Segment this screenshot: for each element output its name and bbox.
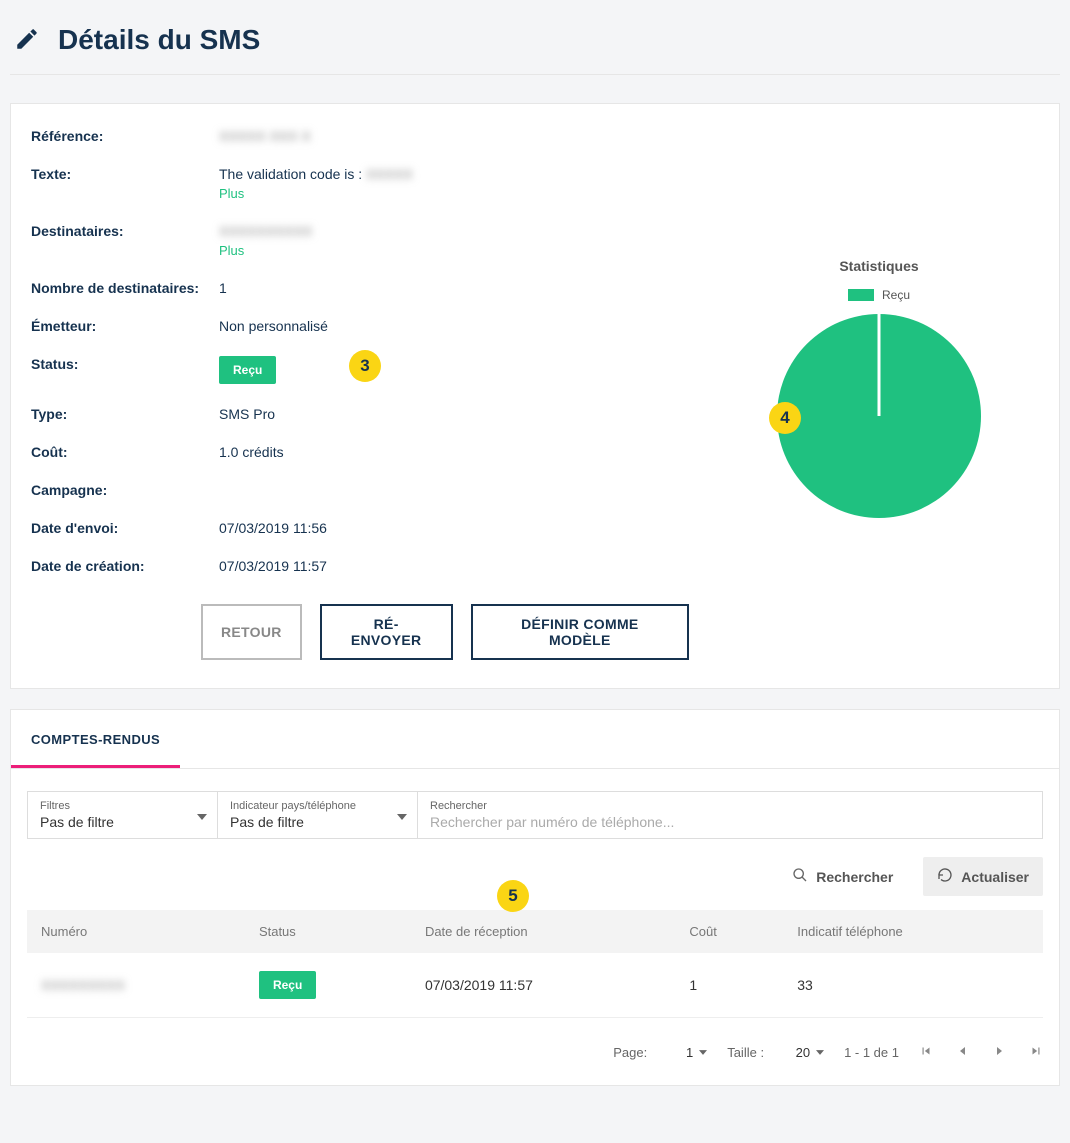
label-cout: Coût: bbox=[31, 444, 219, 460]
chevron-down-icon bbox=[699, 1050, 707, 1055]
cell-indicatif: 33 bbox=[783, 953, 1043, 1018]
stats-title: Statistiques bbox=[719, 258, 1039, 274]
label-status: Status: bbox=[31, 356, 219, 372]
annotation-4: 4 bbox=[769, 402, 801, 434]
status-badge: Reçu bbox=[219, 356, 276, 384]
dest-more-link[interactable]: Plus bbox=[219, 243, 312, 258]
chevron-down-icon bbox=[816, 1050, 824, 1055]
filter-filtres[interactable]: Filtres Pas de filtre bbox=[28, 792, 218, 838]
page-prev-icon[interactable] bbox=[957, 1045, 969, 1060]
label-destinataires: Destinataires: bbox=[31, 223, 219, 239]
reenvoyer-button[interactable]: RÉ-ENVOYER bbox=[320, 604, 453, 660]
search-icon bbox=[792, 867, 808, 886]
value-creation: 07/03/2019 11:57 bbox=[219, 558, 327, 574]
value-envoi: 07/03/2019 11:56 bbox=[219, 520, 327, 536]
page-label: Page: bbox=[613, 1045, 647, 1060]
range-label: 1 - 1 de 1 bbox=[844, 1045, 899, 1060]
filters-row: Filtres Pas de filtre Indicateur pays/té… bbox=[27, 791, 1043, 839]
value-destinataires: XXXXXXXXXX Plus bbox=[219, 223, 312, 258]
retour-button[interactable]: RETOUR bbox=[201, 604, 302, 660]
cell-cout: 1 bbox=[675, 953, 783, 1018]
label-envoi: Date d'envoi: bbox=[31, 520, 219, 536]
page-select[interactable]: 1 bbox=[667, 1045, 707, 1060]
size-select[interactable]: 20 bbox=[784, 1045, 824, 1060]
value-nbdest: 1 bbox=[219, 280, 227, 296]
cell-numero: XXXXXXXXX bbox=[41, 977, 125, 993]
edit-icon bbox=[14, 26, 40, 55]
filter-search[interactable]: Rechercher Rechercher par numéro de télé… bbox=[418, 792, 1042, 838]
search-placeholder: Rechercher par numéro de téléphone... bbox=[430, 814, 1030, 830]
value-type: SMS Pro bbox=[219, 406, 275, 422]
value-emetteur: Non personnalisé bbox=[219, 318, 328, 334]
page-last-icon[interactable] bbox=[1029, 1044, 1043, 1061]
stats-legend: Reçu bbox=[719, 288, 1039, 302]
refresh-button[interactable]: Actualiser bbox=[923, 857, 1043, 896]
filter-indicateur[interactable]: Indicateur pays/téléphone Pas de filtre bbox=[218, 792, 418, 838]
col-indicatif: Indicatif téléphone bbox=[783, 910, 1043, 953]
annotation-3: 3 bbox=[349, 350, 381, 382]
label-texte: Texte: bbox=[31, 166, 219, 182]
col-cout: Coût bbox=[675, 910, 783, 953]
label-campagne: Campagne: bbox=[31, 482, 219, 498]
refresh-icon bbox=[937, 867, 953, 886]
details-card: Référence: XXXXX XXX X Texte: The valida… bbox=[10, 103, 1060, 689]
col-numero: Numéro bbox=[27, 910, 245, 953]
col-date: Date de réception bbox=[411, 910, 675, 953]
size-label: Taille : bbox=[727, 1045, 764, 1060]
page-header: Détails du SMS bbox=[10, 10, 1060, 75]
page-first-icon[interactable] bbox=[919, 1044, 933, 1061]
label-reference: Référence: bbox=[31, 128, 219, 144]
reports-card: COMPTES-RENDUS Filtres Pas de filtre Ind… bbox=[10, 709, 1060, 1086]
search-button[interactable]: Rechercher bbox=[778, 857, 907, 896]
value-cout: 1.0 crédits bbox=[219, 444, 284, 460]
table-row: XXXXXXXXX Reçu 07/03/2019 11:57 1 33 bbox=[27, 953, 1043, 1018]
annotation-5: 5 bbox=[497, 880, 529, 912]
cell-status-badge: Reçu bbox=[259, 971, 316, 999]
stats-pie-chart: 4 bbox=[719, 312, 1039, 520]
label-emetteur: Émetteur: bbox=[31, 318, 219, 334]
chevron-down-icon bbox=[397, 807, 407, 823]
pager: Page: 1 Taille : 20 1 - 1 de 1 bbox=[11, 1028, 1059, 1085]
cell-date: 07/03/2019 11:57 bbox=[411, 953, 675, 1018]
page-title: Détails du SMS bbox=[58, 24, 260, 56]
label-type: Type: bbox=[31, 406, 219, 422]
modele-button[interactable]: DÉFINIR COMME MODÈLE bbox=[471, 604, 689, 660]
value-texte: The validation code is : XXXXX Plus bbox=[219, 166, 413, 201]
label-creation: Date de création: bbox=[31, 558, 219, 574]
chevron-down-icon bbox=[197, 807, 207, 823]
texte-more-link[interactable]: Plus bbox=[219, 186, 413, 201]
col-status: Status bbox=[245, 910, 411, 953]
label-nbdest: Nombre de destinataires: bbox=[31, 280, 219, 296]
reports-table: Numéro Status Date de réception Coût Ind… bbox=[27, 910, 1043, 1018]
tab-comptes-rendus[interactable]: COMPTES-RENDUS bbox=[11, 710, 180, 768]
value-reference: XXXXX XXX X bbox=[219, 128, 311, 144]
page-next-icon[interactable] bbox=[993, 1045, 1005, 1060]
